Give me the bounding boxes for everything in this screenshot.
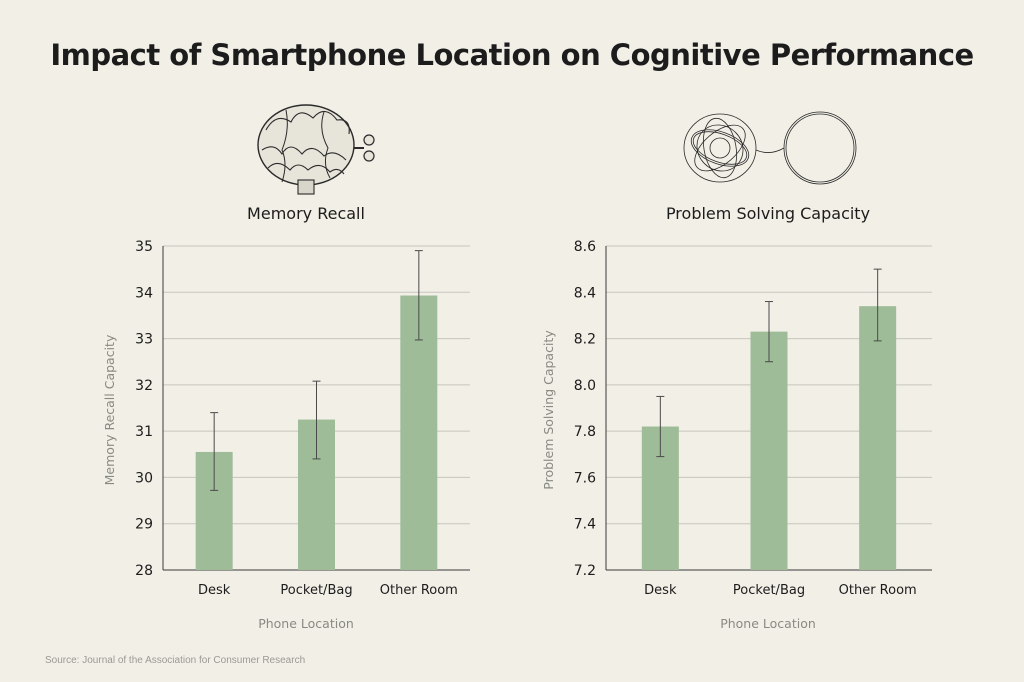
tangled-line-to-circle-icon — [683, 111, 857, 185]
memory-ytick-label: 28 — [135, 563, 153, 579]
problem-bar-1 — [750, 331, 788, 570]
problem-ytick-label: 7.4 — [574, 517, 596, 533]
source-note: Source: Journal of the Association for C… — [45, 655, 306, 666]
memory-ytick-label: 31 — [135, 424, 153, 440]
problem-ytick-label: 8.0 — [574, 378, 596, 394]
memory-bar-2 — [400, 295, 438, 570]
problem-ytick-label: 7.8 — [574, 424, 596, 440]
main-title: Impact of Smartphone Location on Cogniti… — [50, 38, 974, 72]
problem-ytick-label: 8.4 — [574, 285, 596, 301]
problem-x-axis-label: Phone Location — [720, 616, 816, 631]
memory-category-label: Other Room — [380, 583, 458, 598]
problem-ytick-label: 7.2 — [574, 563, 596, 579]
memory-ytick-label: 29 — [135, 517, 153, 533]
brain-windup-icon — [257, 104, 375, 195]
memory-ytick-label: 34 — [135, 285, 153, 301]
problem-chart-title: Problem Solving Capacity — [666, 204, 870, 223]
memory-ytick-label: 35 — [135, 239, 153, 255]
problem-solving-chart: Problem Solving Capacity 7.2 7.4 7.6 7.8 8.0 8… — [541, 204, 932, 631]
problem-category-label: Desk — [644, 583, 677, 598]
problem-ytick-label: 7.6 — [574, 470, 596, 486]
memory-y-axis-label: Memory Recall Capacity — [102, 334, 117, 485]
memory-category-label: Pocket/Bag — [280, 583, 352, 598]
problem-bar-2 — [859, 306, 897, 570]
problem-category-label: Pocket/Bag — [733, 583, 805, 598]
memory-ytick-label: 33 — [135, 332, 153, 348]
memory-chart-title: Memory Recall — [247, 204, 365, 223]
memory-category-label: Desk — [198, 583, 231, 598]
memory-ytick-label: 32 — [135, 378, 153, 394]
memory-ytick-label: 30 — [135, 470, 153, 486]
memory-x-axis-label: Phone Location — [258, 616, 354, 631]
problem-ytick-label: 8.6 — [574, 239, 596, 255]
problem-ytick-label: 8.2 — [574, 332, 596, 348]
memory-recall-chart: Memory Recall 28 29 30 31 32 33 34 35 Desk Pocket/… — [102, 204, 470, 631]
problem-y-axis-label: Problem Solving Capacity — [541, 330, 556, 490]
problem-category-label: Other Room — [839, 583, 917, 598]
